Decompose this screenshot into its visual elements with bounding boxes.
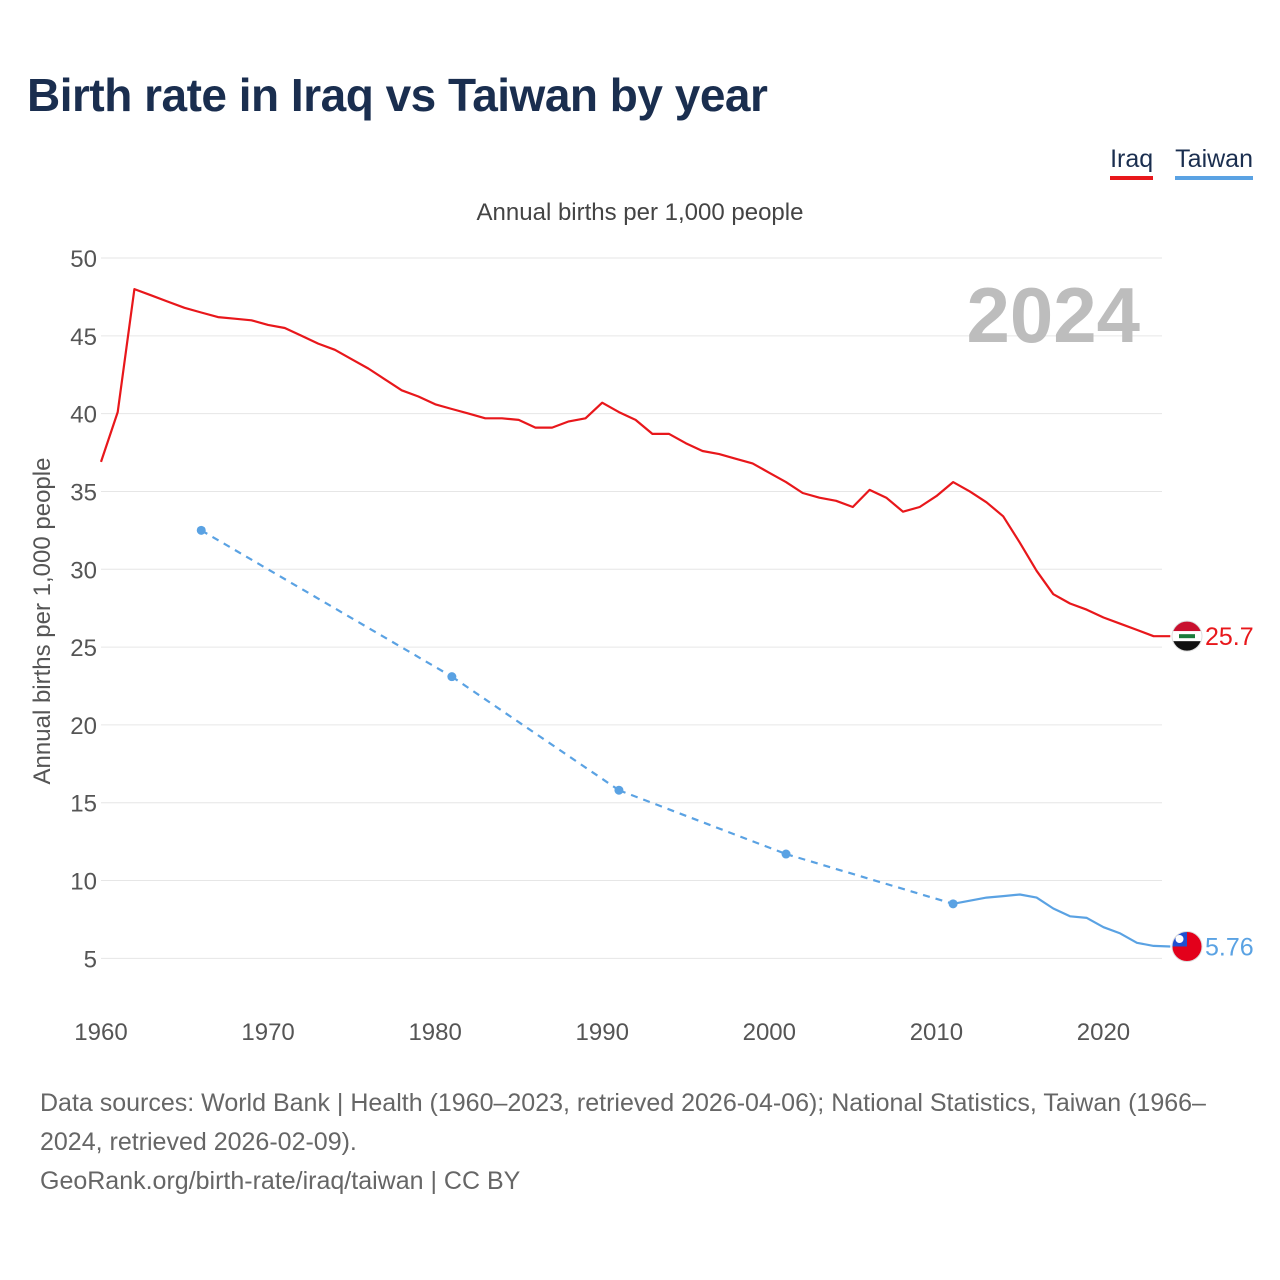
grid [101,257,1162,959]
x-tick-label-1960: 1960 [74,1019,127,1046]
x-tick-label-1990: 1990 [576,1019,629,1046]
taiwan-point-1981 [447,672,457,682]
page-title: Birth rate in Iraq vs Taiwan by year [27,69,768,121]
y-tick-label-10: 10 [70,869,97,896]
taiwan-end-value-label: 5.76 [1205,933,1254,961]
x-tick-label-1970: 1970 [241,1019,294,1046]
x-axis-ticks: 1960 1970 1980 1990 2000 2010 2020 [74,1019,1130,1046]
x-tick-label-2000: 2000 [743,1019,796,1046]
legend: Iraq Taiwan [1110,144,1253,180]
y-tick-label-5: 5 [84,946,97,973]
legend-item-taiwan[interactable]: Taiwan [1175,144,1253,180]
taiwan-series-line [952,893,1171,948]
y-tick-label-50: 50 [70,246,97,273]
taiwan-dashed-segment-1981 [451,675,620,792]
y-tick-label-35: 35 [70,479,97,506]
year-watermark: 2024 [966,271,1140,359]
y-axis-ticks: 5 10 15 20 25 30 35 40 45 50 [70,246,97,973]
y-tick-label-45: 45 [70,324,97,351]
y-tick-label-15: 15 [70,791,97,818]
taiwan-dashed-segment-1991 [618,789,787,856]
footer: Data sources: World Bank | Health (1960–… [40,1084,1250,1201]
iraq-flag-icon [1171,620,1203,652]
taiwan-point-1966 [196,525,206,535]
end-labels: 25.7 5.76 [1171,620,1254,962]
series-layer [99,288,1171,948]
birth-rate-chart: Annual births per 1,000 people 2024 Annu… [29,199,1254,1046]
taiwan-point-1991 [614,785,624,795]
y-axis-label: Annual births per 1,000 people [29,458,56,785]
legend-item-iraq[interactable]: Iraq [1110,144,1154,180]
x-tick-label-1980: 1980 [408,1019,461,1046]
x-tick-label-2020: 2020 [1077,1019,1130,1046]
taiwan-dashed-segment-2001 [785,852,954,905]
chart-subtitle: Annual births per 1,000 people [477,199,804,226]
iraq-end-value-label: 25.7 [1205,623,1254,651]
taiwan-point-2001 [781,849,791,859]
taiwan-dashed-segment-1966 [200,529,453,678]
source-url-text[interactable]: GeoRank.org/birth-rate/iraq/taiwan | CC … [40,1167,521,1195]
y-tick-label-20: 20 [70,713,97,740]
data-sources-text: Data sources: World Bank | Health (1960–… [40,1089,1206,1156]
taiwan-point-2011 [948,899,958,909]
x-tick-label-2010: 2010 [910,1019,963,1046]
y-tick-label-25: 25 [70,635,97,662]
taiwan-flag-icon [1171,930,1203,962]
y-tick-label-30: 30 [70,557,97,584]
iraq-series-line [99,288,1171,638]
y-tick-label-40: 40 [70,402,97,429]
